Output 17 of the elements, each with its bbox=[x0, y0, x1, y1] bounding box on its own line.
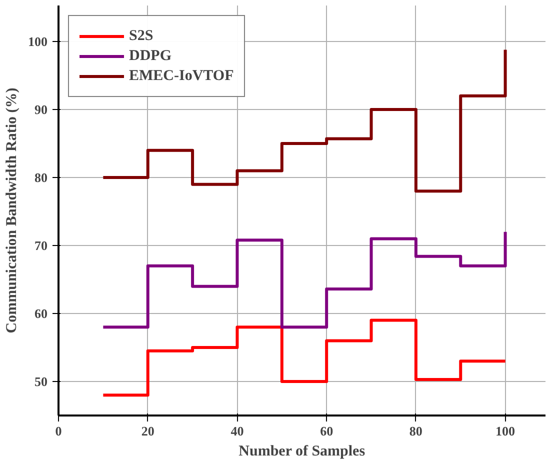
legend-label: S2S bbox=[129, 28, 154, 44]
y-tick-label: 90 bbox=[34, 102, 48, 118]
x-tick-label: 40 bbox=[230, 424, 244, 438]
x-tick-label: 100 bbox=[496, 424, 516, 438]
legend-label: DDPG bbox=[129, 48, 172, 64]
x-tick-label: 60 bbox=[320, 424, 334, 438]
y-tick-label: 50 bbox=[34, 374, 48, 390]
y-tick-label: 70 bbox=[34, 238, 48, 254]
x-axis-title: Number of Samples bbox=[238, 444, 366, 460]
x-tick-label: 20 bbox=[141, 424, 154, 438]
y-tick-label: 100 bbox=[28, 34, 48, 50]
x-tick-label: 0 bbox=[55, 424, 62, 438]
y-tick-label: 80 bbox=[34, 170, 48, 186]
legend-label: EMEC-IoVTOF bbox=[129, 68, 234, 84]
y-axis-title: Communication Bandwidth Ratio (%) bbox=[4, 88, 20, 334]
y-tick-label: 60 bbox=[34, 306, 48, 322]
x-tick-label: 80 bbox=[409, 424, 422, 438]
